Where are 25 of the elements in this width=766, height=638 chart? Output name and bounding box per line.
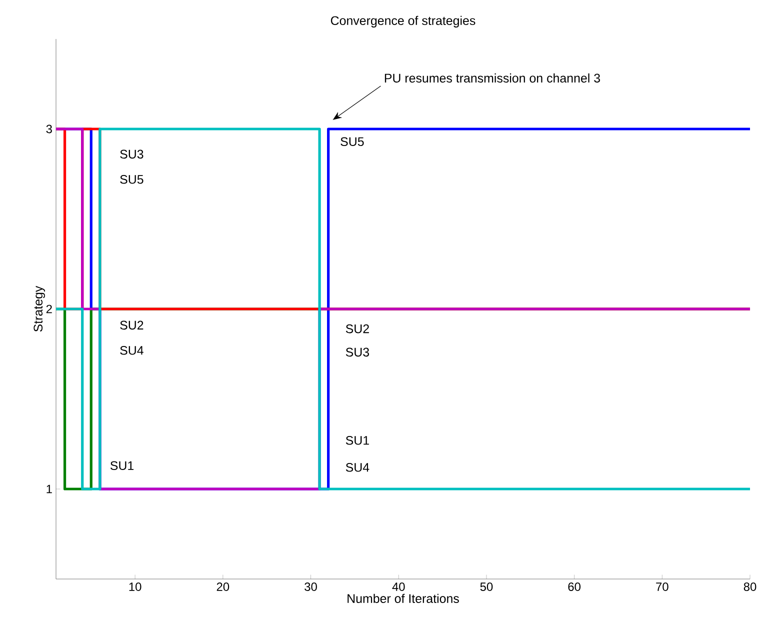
y-tick-label: 2 (46, 304, 52, 314)
chart-title: Convergence of strategies (330, 16, 476, 28)
annotation: PU resumes transmission on channel 3 (384, 73, 600, 83)
annotation: SU5 (120, 174, 144, 184)
x-axis-title: Number of Iterations (348, 594, 459, 603)
y-axis-title: Strategy (34, 286, 45, 332)
x-tick-label: 30 (304, 582, 317, 591)
annotation: SU3 (346, 348, 370, 357)
x-tick-label: 80 (744, 582, 756, 591)
x-tick-label: 70 (656, 582, 668, 591)
annotation: SU2 (346, 324, 369, 334)
annotation: SU5 (340, 137, 364, 146)
y-tick-label: 1 (46, 484, 52, 494)
x-tick-label: 40 (392, 582, 405, 591)
annotation: SU4 (346, 463, 370, 472)
annotation: SU1 (110, 461, 134, 470)
x-tick-label: 60 (568, 582, 580, 591)
x-tick-label: 10 (129, 582, 142, 591)
y-tick-label: 3 (46, 124, 52, 134)
x-tick-label: 20 (216, 582, 230, 591)
annotation: SU3 (120, 150, 144, 159)
annotation: SU2 (120, 320, 144, 330)
x-tick-label: 50 (480, 582, 493, 591)
annotation: SU1 (346, 436, 369, 445)
annotation: SU4 (120, 346, 144, 355)
